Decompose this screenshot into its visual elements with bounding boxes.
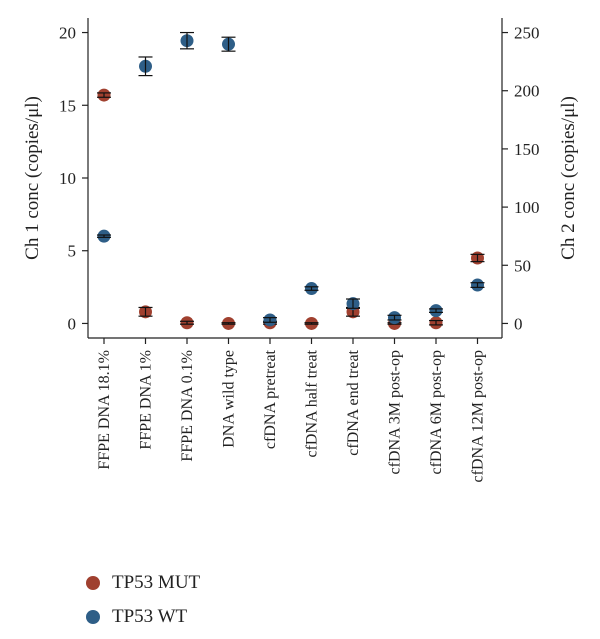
y-tick-label-left: 15 — [59, 96, 76, 115]
x-tick-label: FFPE DNA 18.1% — [96, 350, 113, 470]
series-tp53-mut — [97, 88, 485, 330]
legend-label-wt: TP53 WT — [112, 606, 188, 627]
x-tick-label: cfDNA 6M post-op — [428, 350, 445, 474]
legend-item-mut: TP53 MUT — [86, 566, 200, 600]
x-tick-label: FFPE DNA 0.1% — [179, 350, 196, 462]
data-series — [97, 31, 485, 330]
legend-marker-mut — [86, 576, 100, 590]
legend-marker-wt — [86, 610, 100, 624]
y-axis-label-right: Ch 2 conc (copies/μl) — [558, 96, 579, 260]
y-tick-label-left: 0 — [68, 314, 77, 333]
x-tick-label: FFPE DNA 1% — [138, 350, 155, 450]
x-tick-label: cfDNA end treat — [345, 349, 362, 455]
y-tick-label-right: 0 — [514, 314, 523, 333]
x-tick-label: cfDNA 12M post-op — [470, 350, 487, 482]
y-tick-label-right: 250 — [514, 24, 540, 43]
x-tick-label: cfDNA 3M post-op — [387, 350, 404, 474]
y-tick-label-right: 100 — [514, 198, 540, 217]
y-axis-label-left: Ch 1 conc (copies/μl) — [22, 96, 43, 260]
legend-item-wt: TP53 WT — [86, 600, 200, 634]
legend: TP53 MUT TP53 WT — [86, 566, 200, 634]
y-tick-label-right: 50 — [514, 256, 531, 275]
x-tick-label: DNA wild type — [221, 350, 238, 448]
series-tp53-wt — [97, 31, 485, 327]
y-tick-label-right: 200 — [514, 82, 540, 101]
y-tick-label-left: 20 — [59, 24, 76, 43]
x-tick-label: cfDNA pretreat — [262, 349, 279, 449]
legend-label-mut: TP53 MUT — [112, 572, 201, 593]
y-tick-label-right: 150 — [514, 140, 540, 159]
x-tick-label: cfDNA half treat — [304, 349, 321, 457]
y-tick-label-left: 10 — [59, 169, 76, 188]
y-tick-label-left: 5 — [68, 242, 77, 261]
